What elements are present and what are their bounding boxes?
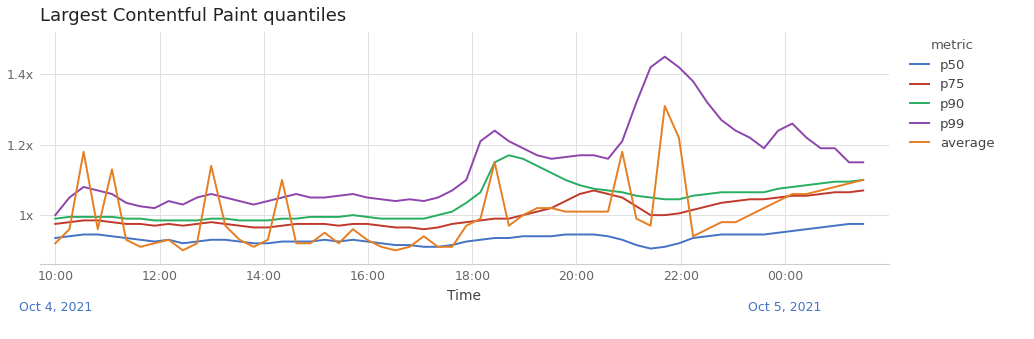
average <box>602 210 614 214</box>
p50 <box>843 222 855 226</box>
p50 <box>743 233 756 237</box>
p99 <box>857 160 870 164</box>
average <box>247 245 260 249</box>
p90 <box>616 190 629 194</box>
p75 <box>234 224 246 228</box>
p75 <box>616 196 629 200</box>
p90 <box>247 218 260 222</box>
average <box>659 104 671 108</box>
p75 <box>247 225 260 230</box>
Line: p99: p99 <box>55 57 863 215</box>
p99 <box>743 136 756 140</box>
p75 <box>673 211 686 215</box>
p99 <box>659 55 671 59</box>
average <box>262 238 274 242</box>
p75 <box>828 190 841 194</box>
p90 <box>262 218 274 222</box>
p50 <box>857 222 870 226</box>
average <box>673 136 686 140</box>
p75 <box>587 188 600 193</box>
Text: Largest Contentful Paint quantiles: Largest Contentful Paint quantiles <box>39 7 346 25</box>
p50 <box>234 239 246 243</box>
p99 <box>644 65 657 69</box>
Text: Oct 4, 2021: Oct 4, 2021 <box>19 301 92 314</box>
p90 <box>673 197 686 201</box>
p50 <box>247 241 260 245</box>
p90 <box>148 218 160 222</box>
average <box>828 185 841 189</box>
p99 <box>234 199 246 203</box>
p75 <box>49 222 61 226</box>
Text: Oct 5, 2021: Oct 5, 2021 <box>749 301 822 314</box>
p90 <box>828 180 841 184</box>
p99 <box>247 202 260 206</box>
p75 <box>857 188 870 193</box>
Legend: p50, p75, p90, p99, average: p50, p75, p90, p99, average <box>905 34 1000 156</box>
average <box>857 178 870 182</box>
p75 <box>758 197 770 201</box>
p50 <box>644 246 657 251</box>
p99 <box>587 153 600 157</box>
average <box>49 241 61 245</box>
average <box>177 248 189 252</box>
p99 <box>828 146 841 150</box>
p90 <box>857 178 870 182</box>
X-axis label: Time: Time <box>448 288 482 302</box>
p75 <box>418 227 430 231</box>
p50 <box>49 236 61 240</box>
p90 <box>758 190 770 194</box>
p99 <box>49 213 61 217</box>
p50 <box>815 225 827 230</box>
Line: p90: p90 <box>55 155 863 220</box>
average <box>758 206 770 210</box>
Line: average: average <box>55 106 863 250</box>
p50 <box>587 233 600 237</box>
p90 <box>503 153 515 157</box>
Line: p75: p75 <box>55 191 863 229</box>
p90 <box>49 217 61 221</box>
Line: p50: p50 <box>55 224 863 248</box>
p50 <box>659 245 671 249</box>
